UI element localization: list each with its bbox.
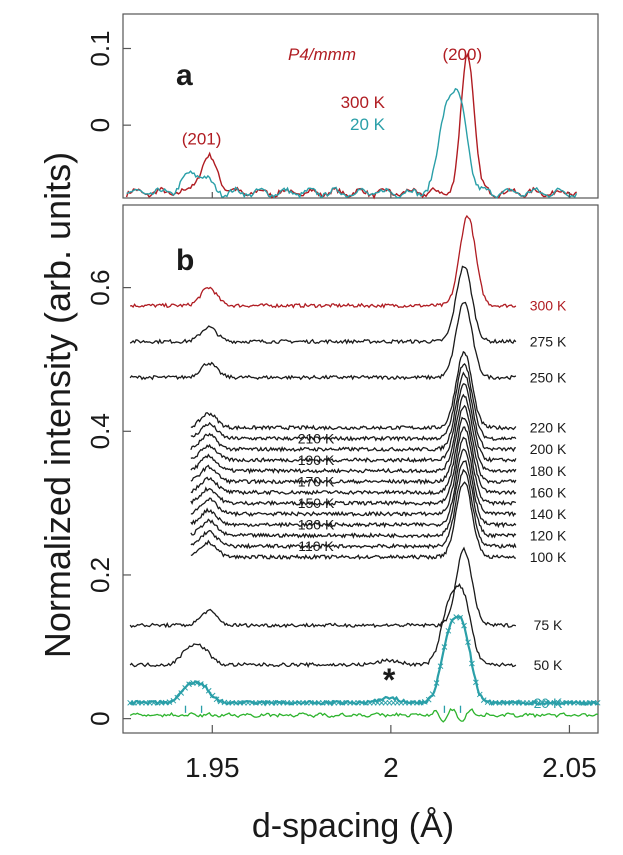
axis-ticks: 0 0.1 0 0.2 0.4 0.6 1.95 2 2.05 <box>85 30 597 783</box>
fit-marker <box>194 680 200 686</box>
fit-marker <box>465 639 471 646</box>
y-axis-label: Normalized intensity (arb. units) <box>37 152 78 658</box>
panel-b-label-275K: 275 K <box>530 333 567 349</box>
panel-b-series-190K <box>190 383 517 464</box>
panel-b-series-110K <box>190 468 517 550</box>
fit-marker <box>174 694 181 701</box>
fit-marker <box>186 681 192 688</box>
panel-a-legend-1: 20 K <box>350 115 386 134</box>
fit-marker <box>476 691 483 698</box>
fit-marker <box>433 680 440 686</box>
panel-b-series-300K <box>130 214 517 309</box>
panel-b: 300 K 275 K 250 K 220 K 210 K 200 K 190 K 180 K… <box>127 214 601 723</box>
panel-b-ytick-label: 0.2 <box>85 557 115 593</box>
panel-b-series-180K <box>190 393 517 475</box>
panel-a: a P4/mmm (201) (200) 300 K 20 K <box>125 45 578 200</box>
panel-b-label-150K: 150 K <box>298 495 335 511</box>
panel-b-series-160K <box>190 416 517 496</box>
panel-b-label-180K: 180 K <box>530 463 567 479</box>
panel-b-xtick-label: 2 <box>383 752 399 783</box>
panel-a-label: a <box>176 59 193 92</box>
panel-b-series-200K <box>190 371 517 453</box>
fit-marker <box>457 614 463 621</box>
fit-marker <box>445 627 452 634</box>
fit-marker <box>461 622 467 629</box>
axis-frames <box>122 13 599 734</box>
panel-b-series-100K <box>190 481 516 560</box>
panel-b-series-140K <box>190 436 517 518</box>
panel-b-series-250K <box>129 301 517 381</box>
panel-b-label-300K: 300 K <box>530 298 567 314</box>
fit-marker <box>473 679 479 686</box>
panel-b-series-120K <box>190 460 517 540</box>
fit-marker <box>205 687 212 694</box>
panel-a-legend-0: 300 K <box>341 93 386 112</box>
panel-b-label-50K: 50 K <box>534 657 563 673</box>
fit-marker <box>429 691 436 697</box>
difference-curve <box>129 707 599 723</box>
fit-marker <box>437 663 444 670</box>
panel-b-ytick-label: 0.4 <box>85 413 115 449</box>
fit-marker <box>213 696 220 703</box>
panel-b-label-140K: 140 K <box>530 506 567 522</box>
panel-b-xtick-label: 2.05 <box>542 752 597 783</box>
peak-label-1: (200) <box>442 45 482 64</box>
panel-b-label-100K: 100 K <box>530 549 567 565</box>
panel-b-label-20K: 20 K <box>534 695 563 711</box>
fit-marker <box>166 699 173 705</box>
panel-b-series-275K <box>129 265 517 345</box>
panel-b-label-250K: 250 K <box>530 369 567 385</box>
fit-marker <box>469 660 475 667</box>
panel-b-label-160K: 160 K <box>530 484 567 500</box>
fit-marker <box>178 690 185 696</box>
panel-b-series-20K <box>129 615 599 707</box>
fit-marker <box>421 699 428 705</box>
panel-b-series-130K <box>190 448 517 529</box>
fit-marker <box>170 697 177 704</box>
panel-b-series-150K <box>190 426 517 507</box>
panel-b-label-210K: 210 K <box>298 430 335 446</box>
fit-marker <box>425 696 432 703</box>
panel-b-label-120K: 120 K <box>530 527 567 543</box>
panel-a-ytick-label: 0.1 <box>85 30 115 66</box>
x-axis-label: d-spacing (Å) <box>252 807 454 845</box>
panel-a-ytick-label: 0 <box>85 118 115 132</box>
panel-b-ytick-label: 0.6 <box>85 270 115 306</box>
panel-b-xtick-label: 1.95 <box>185 752 240 783</box>
panel-a-frame <box>122 13 599 199</box>
panel-b-label-110K: 110 K <box>298 538 334 554</box>
panel-b-label-190K: 190 K <box>298 452 335 468</box>
peak-label-0: (201) <box>182 129 222 148</box>
fit-marker <box>594 699 601 706</box>
panel-b-label-170K: 170 K <box>298 474 335 490</box>
panel-b-label-220K: 220 K <box>530 420 567 436</box>
panel-a-series-20K <box>126 87 578 199</box>
panel-b-series-75K <box>129 546 517 629</box>
panel-b-series-220K <box>190 350 517 431</box>
panel-b-label-200K: 200 K <box>530 441 567 457</box>
space-group-label: P4/mmm <box>288 45 356 64</box>
panel-b-frame <box>122 204 599 734</box>
panel-b-label-130K: 130 K <box>298 517 335 533</box>
asterisk-marker: * <box>383 662 396 698</box>
panel-b-ytick-label: 0 <box>85 711 115 725</box>
panel-b-series-170K <box>190 404 517 486</box>
fit-marker <box>441 644 448 650</box>
panel-b-series-210K <box>190 362 517 442</box>
panel-b-label: b <box>176 244 194 277</box>
fit-marker <box>480 697 487 703</box>
panel-b-label-75K: 75 K <box>534 617 563 633</box>
fit-marker <box>198 681 204 687</box>
panel-b-series-50K <box>129 583 517 668</box>
